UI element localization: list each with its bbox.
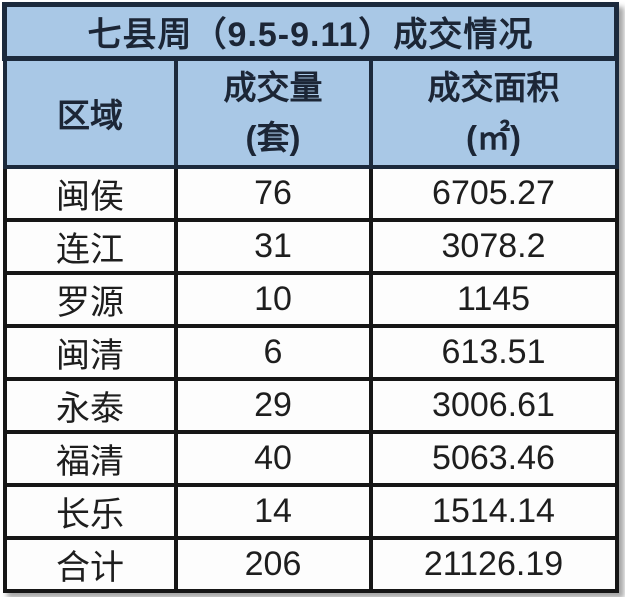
- transactions-table-container: 七县周（9.5-9.11）成交情况 区域 成交量 (套) 成交面积 (㎡) 闽侯…: [2, 2, 619, 593]
- volume-cell: 14: [173, 482, 373, 540]
- volume-cell: 40: [173, 429, 373, 487]
- table-title: 七县周（9.5-9.11）成交情况: [2, 2, 619, 61]
- volume-cell: 76: [173, 164, 373, 222]
- area-cell: 3006.61: [368, 376, 619, 434]
- region-cell: 罗源: [2, 270, 178, 328]
- region-cell: 长乐: [2, 482, 178, 540]
- header-row: 区域 成交量 (套) 成交面积 (㎡): [2, 56, 619, 169]
- volume-cell: 29: [173, 376, 373, 434]
- region-cell: 福清: [2, 429, 178, 487]
- column-header-area: 成交面积 (㎡): [368, 56, 619, 169]
- area-cell: 1145: [368, 270, 619, 328]
- area-cell: 6705.27: [368, 164, 619, 222]
- area-cell: 613.51: [368, 323, 619, 381]
- area-header-unit: (㎡): [466, 118, 521, 156]
- table-row: 福清 40 5063.46: [2, 429, 619, 487]
- volume-cell: 10: [173, 270, 373, 328]
- area-cell: 5063.46: [368, 429, 619, 487]
- table-row: 闽清 6 613.51: [2, 323, 619, 381]
- table-row: 连江 31 3078.2: [2, 217, 619, 275]
- region-cell: 合计: [2, 535, 178, 593]
- column-header-volume: 成交量 (套): [173, 56, 373, 169]
- region-cell: 连江: [2, 217, 178, 275]
- title-row: 七县周（9.5-9.11）成交情况: [2, 2, 619, 61]
- column-header-region: 区域: [2, 56, 178, 169]
- volume-header-label: 成交量: [223, 68, 323, 106]
- area-cell: 21126.19: [368, 535, 619, 593]
- volume-cell: 6: [173, 323, 373, 381]
- area-cell: 3078.2: [368, 217, 619, 275]
- region-cell: 永泰: [2, 376, 178, 434]
- region-cell: 闽侯: [2, 164, 178, 222]
- volume-cell: 31: [173, 217, 373, 275]
- table-row: 永泰 29 3006.61: [2, 376, 619, 434]
- volume-cell: 206: [173, 535, 373, 593]
- table-row: 闽侯 76 6705.27: [2, 164, 619, 222]
- transactions-table: 七县周（9.5-9.11）成交情况 区域 成交量 (套) 成交面积 (㎡) 闽侯…: [2, 2, 619, 593]
- volume-header-unit: (套): [245, 118, 301, 156]
- area-cell: 1514.14: [368, 482, 619, 540]
- area-header-label: 成交面积: [427, 68, 560, 106]
- table-row: 长乐 14 1514.14: [2, 482, 619, 540]
- table-row: 罗源 10 1145: [2, 270, 619, 328]
- table-row-total: 合计 206 21126.19: [2, 535, 619, 593]
- region-cell: 闽清: [2, 323, 178, 381]
